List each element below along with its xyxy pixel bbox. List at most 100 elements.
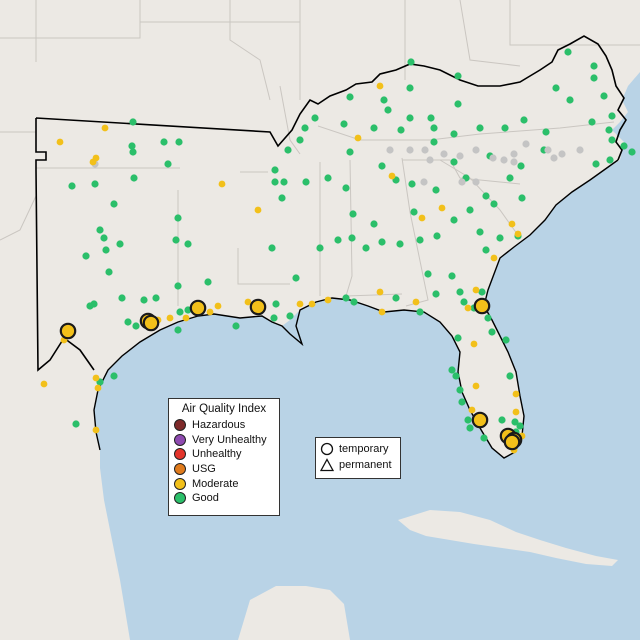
moderate-monitor[interactable]	[244, 298, 252, 306]
good-monitor[interactable]	[152, 294, 160, 302]
good-monitor[interactable]	[102, 246, 110, 254]
moderate-monitor[interactable]	[470, 340, 478, 348]
good-monitor[interactable]	[454, 72, 462, 80]
good-monitor[interactable]	[348, 234, 356, 242]
good-monitor[interactable]	[410, 208, 418, 216]
good-monitor[interactable]	[302, 178, 310, 186]
good-monitor[interactable]	[628, 148, 636, 156]
good-monitor[interactable]	[174, 214, 182, 222]
good-monitor[interactable]	[608, 112, 616, 120]
good-monitor[interactable]	[407, 58, 415, 66]
no-data-monitor[interactable]	[522, 140, 530, 148]
good-monitor[interactable]	[140, 296, 148, 304]
good-monitor[interactable]	[110, 372, 118, 380]
good-monitor[interactable]	[272, 300, 280, 308]
moderate-monitor[interactable]	[254, 206, 262, 214]
good-monitor[interactable]	[450, 130, 458, 138]
no-data-monitor[interactable]	[550, 154, 558, 162]
moderate-monitor[interactable]	[508, 220, 516, 228]
good-monitor[interactable]	[484, 314, 492, 322]
no-data-monitor[interactable]	[544, 146, 552, 154]
good-monitor[interactable]	[271, 178, 279, 186]
good-monitor[interactable]	[501, 124, 509, 132]
good-monitor[interactable]	[350, 298, 358, 306]
good-monitor[interactable]	[432, 290, 440, 298]
good-monitor[interactable]	[452, 372, 460, 380]
moderate-monitor[interactable]	[512, 408, 520, 416]
good-monitor[interactable]	[384, 106, 392, 114]
good-monitor[interactable]	[96, 226, 104, 234]
no-data-monitor[interactable]	[420, 178, 428, 186]
moderate-monitor[interactable]	[490, 254, 498, 262]
good-monitor[interactable]	[342, 184, 350, 192]
good-monitor[interactable]	[488, 328, 496, 336]
no-data-monitor[interactable]	[440, 150, 448, 158]
good-monitor[interactable]	[424, 270, 432, 278]
moderate-monitor[interactable]	[376, 288, 384, 296]
good-monitor[interactable]	[100, 234, 108, 242]
moderate-monitor[interactable]	[468, 406, 476, 414]
moderate-monitor[interactable]	[472, 382, 480, 390]
no-data-monitor[interactable]	[510, 150, 518, 158]
moderate-monitor[interactable]	[438, 204, 446, 212]
good-monitor[interactable]	[450, 216, 458, 224]
good-monitor[interactable]	[517, 162, 525, 170]
good-monitor[interactable]	[590, 74, 598, 82]
no-data-monitor[interactable]	[426, 156, 434, 164]
good-monitor[interactable]	[552, 84, 560, 92]
moderate-monitor[interactable]	[376, 82, 384, 90]
good-monitor[interactable]	[396, 240, 404, 248]
good-monitor[interactable]	[454, 334, 462, 342]
good-monitor[interactable]	[506, 372, 514, 380]
good-monitor[interactable]	[427, 114, 435, 122]
good-monitor[interactable]	[346, 93, 354, 101]
moderate-temporary-monitor[interactable]	[473, 297, 491, 315]
no-data-monitor[interactable]	[421, 146, 429, 154]
good-monitor[interactable]	[270, 314, 278, 322]
moderate-monitor[interactable]	[182, 314, 190, 322]
moderate-monitor[interactable]	[388, 172, 396, 180]
no-data-monitor[interactable]	[386, 146, 394, 154]
good-monitor[interactable]	[349, 210, 357, 218]
moderate-monitor[interactable]	[378, 308, 386, 316]
good-monitor[interactable]	[284, 146, 292, 154]
good-monitor[interactable]	[450, 158, 458, 166]
good-monitor[interactable]	[130, 174, 138, 182]
no-data-monitor[interactable]	[472, 178, 480, 186]
moderate-monitor[interactable]	[89, 158, 97, 166]
good-monitor[interactable]	[129, 118, 137, 126]
good-monitor[interactable]	[132, 322, 140, 330]
good-monitor[interactable]	[268, 244, 276, 252]
moderate-monitor[interactable]	[354, 134, 362, 142]
good-monitor[interactable]	[392, 294, 400, 302]
no-data-monitor[interactable]	[500, 156, 508, 164]
good-monitor[interactable]	[378, 238, 386, 246]
good-monitor[interactable]	[324, 174, 332, 182]
good-monitor[interactable]	[460, 298, 468, 306]
good-monitor[interactable]	[342, 294, 350, 302]
moderate-monitor[interactable]	[206, 308, 214, 316]
good-monitor[interactable]	[72, 420, 80, 428]
good-monitor[interactable]	[110, 200, 118, 208]
moderate-monitor[interactable]	[472, 286, 480, 294]
good-monitor[interactable]	[105, 268, 113, 276]
moderate-monitor[interactable]	[418, 214, 426, 222]
good-monitor[interactable]	[498, 416, 506, 424]
good-monitor[interactable]	[68, 182, 76, 190]
good-monitor[interactable]	[91, 180, 99, 188]
good-monitor[interactable]	[408, 180, 416, 188]
good-monitor[interactable]	[416, 236, 424, 244]
good-monitor[interactable]	[370, 220, 378, 228]
good-monitor[interactable]	[456, 386, 464, 394]
good-monitor[interactable]	[456, 288, 464, 296]
good-monitor[interactable]	[334, 236, 342, 244]
good-monitor[interactable]	[129, 148, 137, 156]
moderate-temporary-monitor[interactable]	[59, 322, 77, 340]
no-data-monitor[interactable]	[489, 154, 497, 162]
good-monitor[interactable]	[184, 240, 192, 248]
good-monitor[interactable]	[542, 128, 550, 136]
good-monitor[interactable]	[600, 92, 608, 100]
good-monitor[interactable]	[448, 366, 456, 374]
good-monitor[interactable]	[592, 160, 600, 168]
good-monitor[interactable]	[406, 114, 414, 122]
